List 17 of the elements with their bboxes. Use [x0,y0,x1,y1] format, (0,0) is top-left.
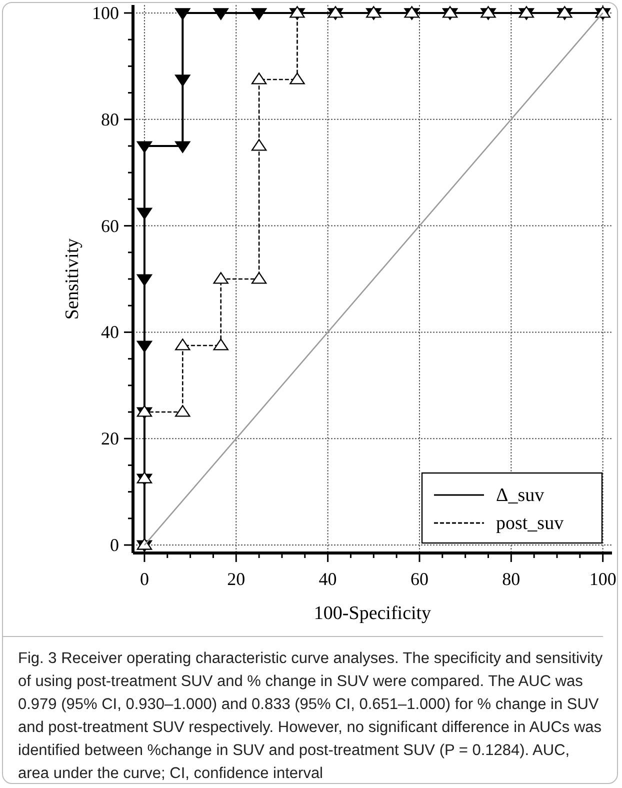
x-tick-label: 40 [318,569,337,589]
y-tick-label: 0 [110,535,119,556]
legend-label: post_suv [496,513,564,534]
x-tick-label: 80 [502,569,520,589]
x-tick-label: 20 [227,569,246,589]
y-tick-label: 100 [92,2,119,23]
y-tick-label: 60 [101,216,119,236]
y-axis-title: Sensitivity [62,238,83,320]
x-axis-title: 100-Specificity [314,603,432,624]
x-tick-label: 60 [410,569,428,589]
legend-label: Δ_suv [496,485,545,506]
x-tick-label: 0 [140,569,149,589]
y-tick-label: 80 [101,109,119,130]
y-tick-label: 20 [101,428,119,449]
y-tick-label: 40 [101,322,119,342]
x-tick-label: 100 [589,569,616,589]
caption: Fig. 3 Receiver operating characteristic curve analyses. The specificity and sensitivity of using post-treatment SUV and % change in SUV were compared. The AUC was 0.979 (95% CI, 0.930–1.000) and 0.833 (95% CI, 0.651–1.000) for % change in SUV and post-treatment SUV respectively. However, no significant difference in AUCs was identified between %change in SUV and post-treatment SUV (P = 0.1284). AUC, area under the curve; CI, confidence interval [18,649,603,784]
